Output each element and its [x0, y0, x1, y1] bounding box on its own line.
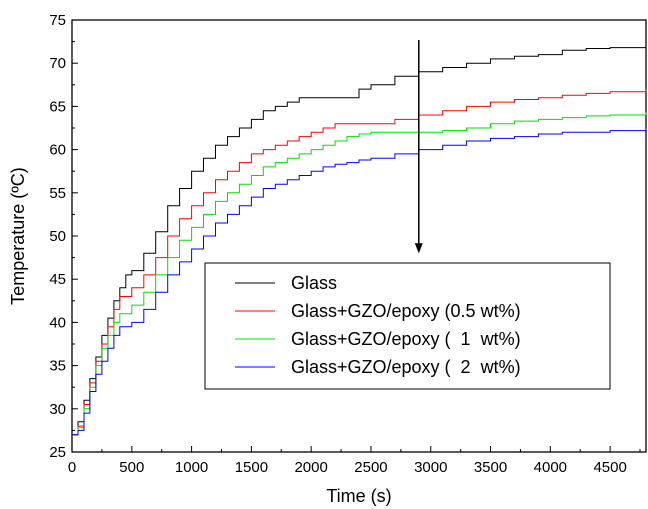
x-tick-label: 2500: [354, 459, 387, 476]
series-layer: [72, 45, 647, 436]
x-tick-label: 3000: [414, 459, 447, 476]
x-tick-label: 4000: [534, 459, 567, 476]
legend-label-1: Glass: [291, 273, 337, 293]
x-tick-label: 2000: [294, 459, 327, 476]
y-tick-label: 25: [49, 444, 66, 461]
x-tick-label: 4500: [593, 459, 626, 476]
y-tick-label: 70: [49, 55, 66, 72]
legend-box: [204, 262, 611, 390]
y-tick-label: 40: [49, 314, 66, 331]
y-tick-label: 35: [49, 358, 66, 375]
x-axis-label: Time (s): [326, 486, 391, 506]
x-tick-label: 1000: [175, 459, 208, 476]
legend-label-2: Glass+GZO/epoxy (0.5 wt%): [291, 301, 521, 321]
legend-label-3: Glass+GZO/epoxy ( 1 wt%): [291, 329, 521, 349]
y-tick-label: 45: [49, 271, 66, 288]
x-tick-label: 0: [68, 459, 76, 476]
y-tick-label: 75: [49, 12, 66, 29]
y-tick-label: 65: [49, 98, 66, 115]
y-tick-label: 60: [49, 142, 66, 159]
axis-ticks: 0 500 1000 1500 2000 2500 3000 3500 4000 4500 25 30…: [49, 12, 641, 476]
x-tick-label: 1500: [235, 459, 268, 476]
series-line-2: [72, 89, 647, 436]
x-tick-label: 500: [119, 459, 144, 476]
legend: Glass Glass+GZO/epoxy (0.5 wt%) Glass+GZO/…: [204, 262, 611, 390]
annotation-layer: [414, 40, 423, 254]
y-tick-label: 30: [49, 401, 66, 418]
x-tick-label: 3500: [474, 459, 507, 476]
y-tick-label: 55: [49, 185, 66, 202]
legend-label-4: Glass+GZO/epoxy ( 2 wt%): [291, 357, 521, 377]
series-line-4: [72, 128, 647, 436]
y-axis-label: Temperature (ºC): [8, 167, 28, 305]
arrow-head: [414, 243, 423, 254]
y-tick-label: 50: [49, 228, 66, 245]
